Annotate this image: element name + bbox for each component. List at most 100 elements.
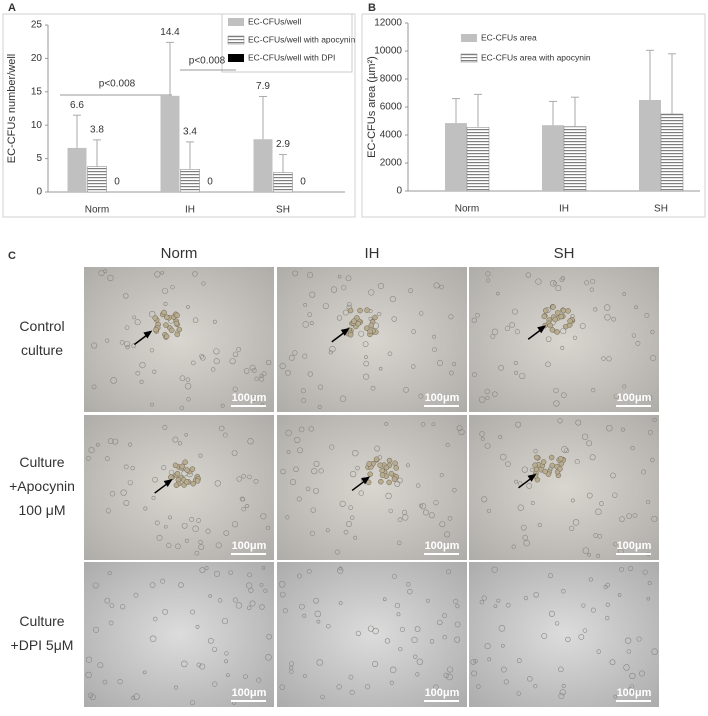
cell	[229, 358, 236, 365]
cell	[288, 354, 295, 361]
row-label: +Apocynin	[9, 478, 75, 494]
colony-cell	[540, 459, 547, 465]
micrograph	[469, 267, 659, 412]
scale-bar-label: 100μm	[617, 540, 652, 552]
cell	[439, 284, 444, 290]
cell	[559, 689, 566, 696]
colony-cell	[183, 479, 190, 485]
colony-cell	[173, 320, 180, 327]
cell	[650, 457, 655, 463]
colony-cell	[548, 454, 555, 461]
cell	[613, 694, 618, 699]
cell	[336, 684, 342, 690]
cell	[109, 490, 116, 497]
cell	[135, 370, 141, 376]
cell	[428, 512, 435, 519]
cell	[535, 278, 542, 285]
cell	[253, 478, 259, 484]
cell	[444, 531, 451, 538]
cell	[439, 473, 444, 478]
cell	[232, 521, 239, 528]
cell	[588, 577, 593, 582]
colony-cell	[176, 326, 183, 333]
cell	[123, 293, 129, 299]
cell	[343, 529, 349, 535]
cell	[549, 279, 557, 287]
cell	[302, 321, 310, 328]
cell	[419, 503, 424, 508]
legend-label: EC-CFUs/well with DPI	[248, 52, 335, 62]
row-label: Culture	[19, 454, 64, 470]
cell	[148, 310, 156, 318]
micrograph	[84, 415, 274, 560]
cell	[279, 591, 286, 598]
cell	[628, 565, 634, 571]
cell	[586, 440, 593, 447]
cell	[650, 354, 657, 362]
cell	[189, 699, 196, 706]
bar	[160, 95, 180, 192]
cell	[294, 436, 301, 444]
cell	[454, 636, 461, 643]
colony-cell	[351, 318, 357, 324]
cell	[599, 501, 604, 506]
cell	[218, 425, 225, 432]
cell	[492, 391, 498, 397]
cell	[646, 394, 653, 402]
colony-cell	[357, 307, 363, 314]
cell	[204, 566, 209, 571]
cell	[195, 624, 200, 629]
cell	[560, 345, 565, 350]
cell	[247, 572, 253, 578]
x-tick-label: SH	[654, 204, 668, 215]
colony-cell	[194, 478, 201, 484]
value-label: 0	[207, 177, 213, 188]
cell	[175, 543, 181, 550]
cell	[533, 592, 539, 598]
cell	[316, 659, 323, 666]
colony-cell	[184, 467, 190, 473]
cell	[429, 639, 435, 644]
y-tick-label: 25	[31, 20, 43, 31]
cell	[346, 301, 352, 307]
cell	[143, 506, 148, 511]
cell	[446, 569, 452, 575]
cell	[609, 659, 616, 666]
cell	[362, 341, 369, 348]
colony-cell	[368, 322, 375, 329]
scale-bar-label: 100μm	[425, 392, 460, 404]
cell	[606, 356, 612, 362]
cell	[150, 402, 154, 407]
cell	[125, 344, 130, 350]
cell	[345, 275, 352, 282]
cell	[647, 581, 652, 586]
cell	[520, 524, 527, 531]
cell	[484, 643, 491, 650]
cell	[208, 593, 212, 598]
cell	[433, 500, 439, 506]
cell	[132, 315, 137, 320]
cell	[241, 473, 246, 479]
cell	[149, 348, 154, 353]
cell	[317, 405, 322, 409]
cell	[243, 368, 250, 374]
cell	[309, 530, 316, 536]
cell	[632, 513, 638, 518]
colony-cell	[558, 313, 564, 320]
cell	[560, 392, 567, 398]
colony-cell	[378, 478, 384, 485]
cell	[446, 666, 454, 673]
cell	[336, 567, 344, 574]
cell	[316, 619, 321, 624]
colony-cell	[174, 470, 181, 477]
cell	[149, 635, 157, 642]
cell	[406, 582, 411, 587]
cell	[124, 325, 130, 330]
cell	[646, 596, 651, 601]
cell	[630, 446, 635, 451]
cell	[473, 659, 478, 664]
colony-cell	[549, 327, 556, 333]
cell	[292, 270, 299, 277]
cell	[213, 348, 220, 355]
cell	[348, 505, 353, 511]
